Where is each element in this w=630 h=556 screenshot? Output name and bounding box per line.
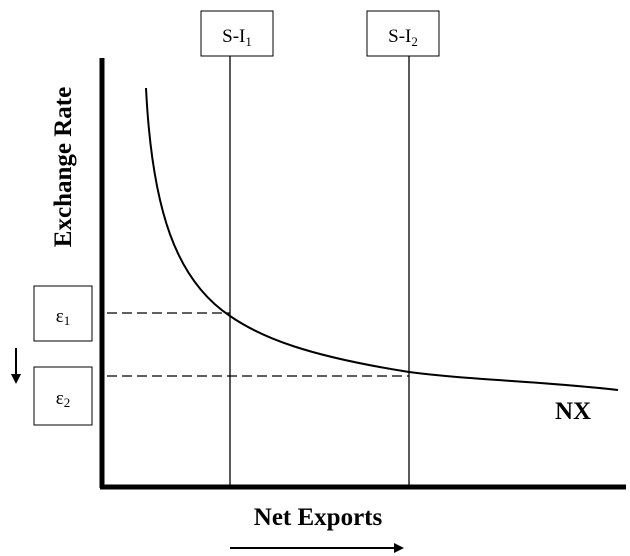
svg-text:ε2: ε2 [56,388,70,410]
s-i-1-label: S-I1 [200,10,274,57]
svg-text:S-I1: S-I1 [222,26,252,49]
e2-label: ε2 [33,366,93,426]
x-axis-title: Net Exports [254,504,383,531]
svg-text:ε1: ε1 [56,306,70,328]
nx-label: NX [555,398,591,425]
svg-text:S-I2: S-I2 [388,26,418,49]
nx-curve [145,87,619,391]
y-axis-title: Exchange Rate [50,87,77,247]
s-i-2-label: S-I2 [366,10,440,57]
e1-label: ε1 [33,285,93,342]
